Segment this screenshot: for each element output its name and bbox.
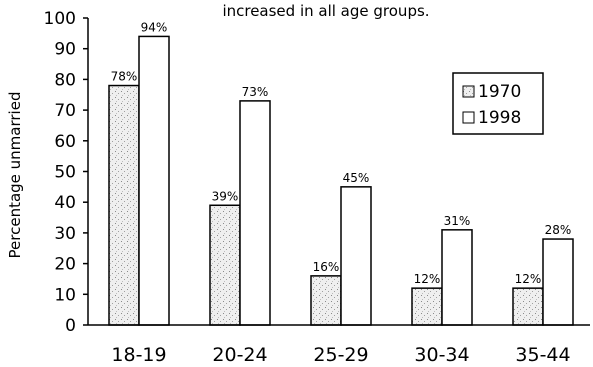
- legend-label-1998: 1998: [478, 108, 521, 128]
- y-axis-label: Percentage unmarried: [6, 92, 24, 259]
- legend-label-1970: 1970: [478, 82, 521, 102]
- bar-1970-20-24: [209, 204, 241, 326]
- bar-1998-35-44: [542, 238, 574, 326]
- bar-1998-20-24: [239, 100, 271, 326]
- x-category-label: 20-24: [212, 344, 267, 366]
- x-category-label: 35-44: [515, 344, 570, 366]
- y-tick-label: 90: [54, 40, 76, 60]
- y-tick-label: 80: [54, 70, 76, 90]
- x-category-label: 30-34: [414, 344, 469, 366]
- bar-1970-25-29: [310, 275, 342, 326]
- data-label-1998-35-44: 28%: [545, 223, 572, 237]
- x-category-label: 18-19: [111, 344, 166, 366]
- legend-swatch-1970: [462, 85, 475, 98]
- y-tick-label: 0: [65, 316, 76, 336]
- y-tick-label: 70: [54, 101, 76, 121]
- y-tick-label: 50: [54, 163, 76, 183]
- bar-1970-30-34: [411, 287, 443, 326]
- y-tick-label: 20: [54, 255, 76, 275]
- bar-1970-18-19: [108, 84, 140, 326]
- x-category-label: 25-29: [313, 344, 368, 366]
- legend: 1970 1998: [452, 72, 544, 135]
- bar-1998-30-34: [441, 229, 473, 326]
- data-label-1998-20-24: 73%: [242, 85, 269, 99]
- data-label-1970-30-34: 12%: [414, 272, 441, 286]
- bar-1970-35-44: [512, 287, 544, 326]
- legend-swatch-1998: [462, 111, 475, 124]
- y-tick-label: 40: [54, 193, 76, 213]
- data-label-1970-25-29: 16%: [313, 260, 340, 274]
- data-label-1998-18-19: 94%: [141, 20, 168, 34]
- data-label-1998-30-34: 31%: [444, 214, 471, 228]
- data-label-1998-25-29: 45%: [343, 171, 370, 185]
- legend-box: [452, 72, 544, 135]
- data-label-1970-18-19: 78%: [111, 70, 138, 84]
- chart-title: increased in all age groups.: [222, 2, 429, 20]
- y-tick-label: 60: [54, 132, 76, 152]
- y-tick-label: 30: [54, 224, 76, 244]
- bar-1998-25-29: [340, 186, 372, 326]
- y-tick-label: 10: [54, 285, 76, 305]
- data-label-1970-35-44: 12%: [515, 272, 542, 286]
- y-tick-label: 100: [44, 9, 76, 29]
- bar-1998-18-19: [138, 35, 170, 326]
- data-label-1970-20-24: 39%: [212, 189, 239, 203]
